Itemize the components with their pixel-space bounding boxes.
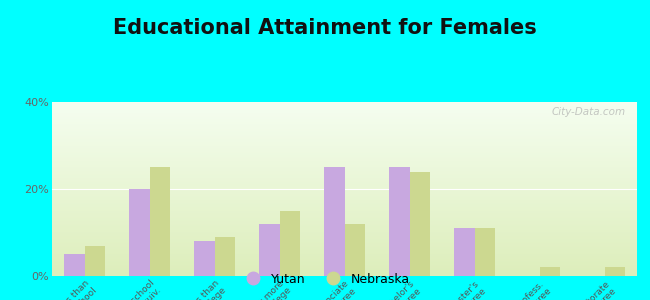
Bar [474, 228, 495, 276]
Bar [344, 224, 365, 276]
Bar [324, 167, 344, 276]
Text: City-Data.com: City-Data.com [551, 107, 625, 117]
Text: Educational Attainment for Females: Educational Attainment for Females [113, 18, 537, 38]
Legend: Yutan, Nebraska: Yutan, Nebraska [235, 268, 415, 291]
Bar [540, 267, 560, 276]
Bar [214, 237, 235, 276]
Bar [389, 167, 410, 276]
Bar [259, 224, 280, 276]
Bar [410, 172, 430, 276]
Bar [604, 267, 625, 276]
Bar [129, 189, 150, 276]
Bar [150, 167, 170, 276]
Bar [64, 254, 84, 276]
Bar [84, 245, 105, 276]
Bar [454, 228, 474, 276]
Bar [194, 241, 214, 276]
Bar [280, 211, 300, 276]
